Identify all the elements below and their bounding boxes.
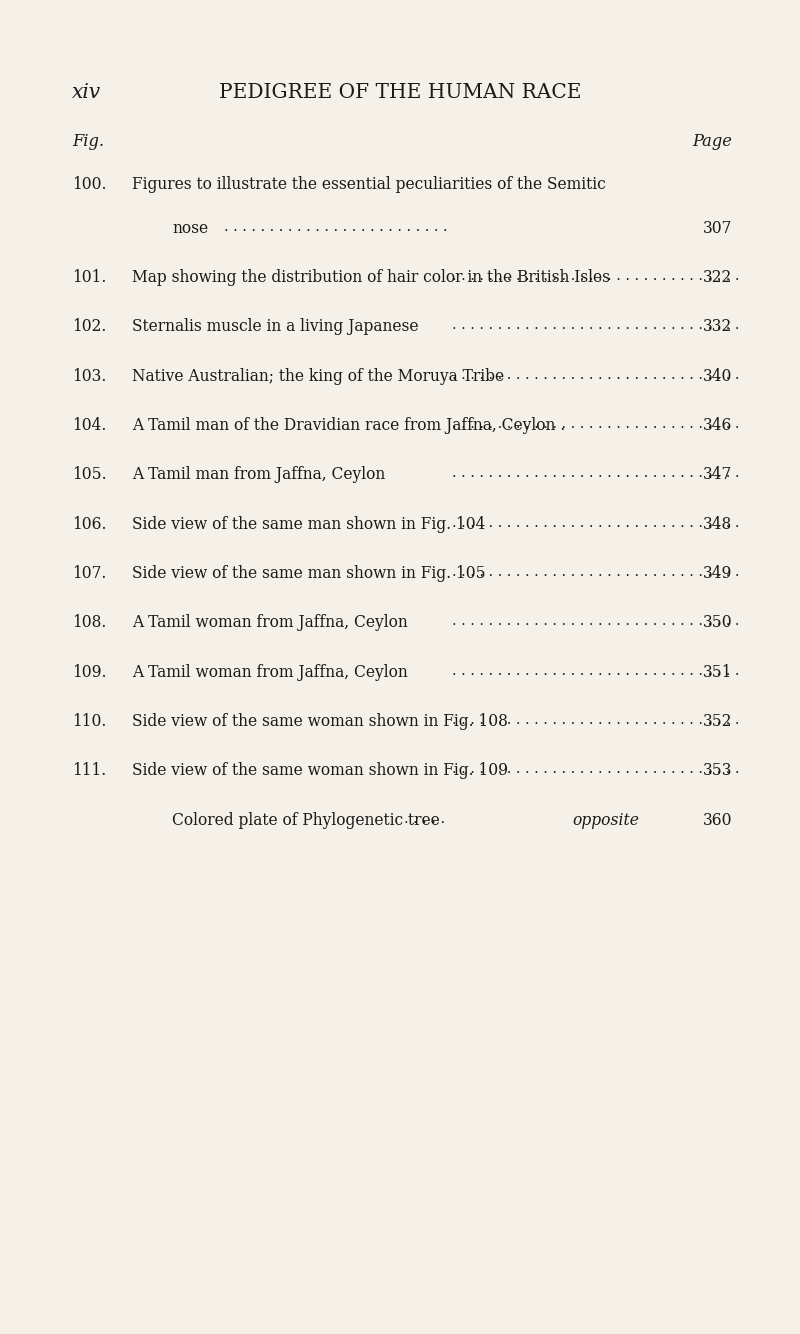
Text: Side view of the same woman shown in Fig. 108: Side view of the same woman shown in Fig…	[132, 714, 508, 730]
Text: Side view of the same man shown in Fig. 105: Side view of the same man shown in Fig. …	[132, 566, 486, 582]
Text: . . . . . . . . . . . . . . . . . . . . . . . . . . . . . . . .: . . . . . . . . . . . . . . . . . . . . …	[452, 368, 739, 382]
Text: 107.: 107.	[72, 566, 106, 582]
Text: . . . . .: . . . . .	[404, 812, 445, 826]
Text: . . . . . . . . . . . . . . . . . . . . . . . . . . . . . . . .: . . . . . . . . . . . . . . . . . . . . …	[452, 467, 739, 480]
Text: Page: Page	[692, 133, 732, 151]
Text: 352: 352	[702, 714, 732, 730]
Text: 346: 346	[702, 418, 732, 434]
Text: . . . . . . . . . . . . . . . . . . . . . . . . .: . . . . . . . . . . . . . . . . . . . . …	[224, 220, 448, 233]
Text: 332: 332	[702, 319, 732, 335]
Text: 348: 348	[702, 516, 732, 532]
Text: 100.: 100.	[72, 176, 106, 193]
Text: 351: 351	[702, 664, 732, 680]
Text: . . . . . . . . . . . . . . . . . . . . . . . . . . . . . . . .: . . . . . . . . . . . . . . . . . . . . …	[452, 714, 739, 727]
Text: 110.: 110.	[72, 714, 106, 730]
Text: . . . . . . . . . . . . . . . . . . . . . . . . . . . . . . . .: . . . . . . . . . . . . . . . . . . . . …	[452, 418, 739, 431]
Text: Sternalis muscle in a living Japanese: Sternalis muscle in a living Japanese	[132, 319, 418, 335]
Text: 340: 340	[702, 368, 732, 384]
Text: 105.: 105.	[72, 467, 106, 483]
Text: 108.: 108.	[72, 615, 106, 631]
Text: opposite: opposite	[572, 812, 639, 828]
Text: 102.: 102.	[72, 319, 106, 335]
Text: Colored plate of Phylogenetic tree: Colored plate of Phylogenetic tree	[172, 812, 440, 828]
Text: A Tamil woman from Jaffna, Ceylon: A Tamil woman from Jaffna, Ceylon	[132, 664, 408, 680]
Text: . . . . . . . . . . . . . . . . . . . . . . . . . . . . . . . .: . . . . . . . . . . . . . . . . . . . . …	[452, 269, 739, 283]
Text: 350: 350	[702, 615, 732, 631]
Text: 106.: 106.	[72, 516, 106, 532]
Text: Map showing the distribution of hair color in the British Isles: Map showing the distribution of hair col…	[132, 269, 610, 285]
Text: . . . . . . . . . . . . . . . . . . . . . . . . . . . . . . . .: . . . . . . . . . . . . . . . . . . . . …	[452, 516, 739, 530]
Text: 349: 349	[702, 566, 732, 582]
Text: 103.: 103.	[72, 368, 106, 384]
Text: nose: nose	[172, 220, 208, 236]
Text: Fig.: Fig.	[72, 133, 104, 151]
Text: 353: 353	[702, 763, 732, 779]
Text: . . . . . . . . . . . . . . . . . . . . . . . . . . . . . . . .: . . . . . . . . . . . . . . . . . . . . …	[452, 319, 739, 332]
Text: 101.: 101.	[72, 269, 106, 285]
Text: Side view of the same woman shown in Fig. 109: Side view of the same woman shown in Fig…	[132, 763, 508, 779]
Text: Native Australian; the king of the Moruya Tribe: Native Australian; the king of the Moruy…	[132, 368, 504, 384]
Text: . . . . . . . . . . . . . . . . . . . . . . . . . . . . . . . .: . . . . . . . . . . . . . . . . . . . . …	[452, 615, 739, 628]
Text: 109.: 109.	[72, 664, 106, 680]
Text: Figures to illustrate the essential peculiarities of the Semitic: Figures to illustrate the essential pecu…	[132, 176, 606, 193]
Text: PEDIGREE OF THE HUMAN RACE: PEDIGREE OF THE HUMAN RACE	[218, 83, 582, 101]
Text: A Tamil woman from Jaffna, Ceylon: A Tamil woman from Jaffna, Ceylon	[132, 615, 408, 631]
Text: A Tamil man of the Dravidian race from Jaffna, Ceylon .: A Tamil man of the Dravidian race from J…	[132, 418, 566, 434]
Text: 347: 347	[702, 467, 732, 483]
Text: 104.: 104.	[72, 418, 106, 434]
Text: . . . . . . . . . . . . . . . . . . . . . . . . . . . . . . . .: . . . . . . . . . . . . . . . . . . . . …	[452, 763, 739, 776]
Text: A Tamil man from Jaffna, Ceylon: A Tamil man from Jaffna, Ceylon	[132, 467, 386, 483]
Text: 360: 360	[702, 812, 732, 828]
Text: . . . . . . . . . . . . . . . . . . . . . . . . . . . . . . . .: . . . . . . . . . . . . . . . . . . . . …	[452, 566, 739, 579]
Text: 111.: 111.	[72, 763, 106, 779]
Text: xiv: xiv	[72, 83, 101, 101]
Text: 307: 307	[702, 220, 732, 236]
Text: . . . . . . . . . . . . . . . . . . . . . . . . . . . . . . . .: . . . . . . . . . . . . . . . . . . . . …	[452, 664, 739, 678]
Text: Side view of the same man shown in Fig. 104: Side view of the same man shown in Fig. …	[132, 516, 486, 532]
Text: 322: 322	[702, 269, 732, 285]
